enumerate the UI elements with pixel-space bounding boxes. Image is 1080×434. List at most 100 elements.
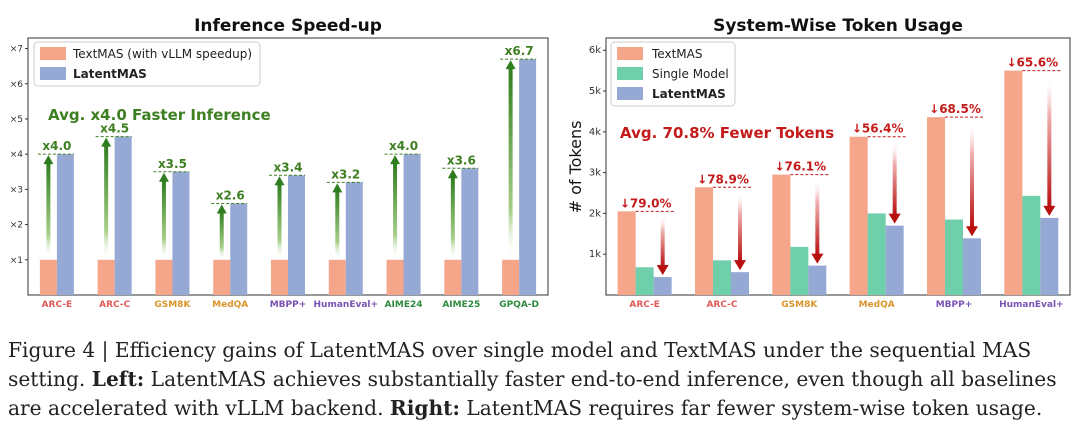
speedup-bar-latentmas — [172, 171, 190, 295]
speedup-arrow-shaft — [104, 144, 109, 260]
token-bar-latentmas — [963, 238, 981, 295]
token-bar-latentmas — [1040, 217, 1059, 295]
token-chart-title: System-Wise Token Usage — [713, 16, 963, 36]
speedup-bar-textmas — [328, 259, 346, 295]
token-bar-textmas — [1004, 70, 1023, 295]
speedup-arrow-head — [332, 183, 343, 193]
legend-swatch-textmas — [40, 47, 66, 60]
speedup-value-label: x3.4 — [274, 160, 303, 174]
token-usage-chart: System-Wise Token Usage # of Tokens ↓79.… — [566, 16, 1071, 310]
token-bar-single-model — [945, 219, 963, 295]
token-bar-textmas — [617, 211, 636, 295]
token-ytick-label: 3k — [589, 168, 601, 179]
token-bar-latentmas — [808, 265, 827, 295]
speedup-ytick-label: ×2 — [10, 221, 23, 231]
token-bar-textmas — [849, 136, 868, 295]
token-arrow-head — [966, 226, 978, 237]
speedup-value-label: x3.5 — [158, 157, 187, 171]
token-bar-textmas — [695, 187, 713, 295]
speedup-xtick-label: GPQA-D — [499, 300, 539, 310]
legend-swatch-single-model — [617, 67, 643, 80]
caption-line-2: setting. Left: LatentMAS achieves substa… — [8, 365, 1074, 394]
speedup-arrow-shaft — [450, 176, 455, 260]
legend-swatch-textmas-right — [617, 47, 643, 60]
token-bar-textmas — [927, 117, 945, 295]
speedup-bar-latentmas — [288, 175, 305, 295]
caption-line-3: are accelerated with vLLM backend. Right… — [8, 394, 1074, 423]
speedup-arrow-head — [216, 204, 227, 214]
speedup-chart-title: Inference Speed-up — [194, 16, 382, 36]
speedup-bar-latentmas — [461, 168, 479, 295]
figure-charts: Inference Speed-up x4.0 x4.5 x3.5 x2.6 x3.4 x… — [10, 16, 1071, 310]
speedup-xtick-label: AIME25 — [442, 300, 480, 310]
speedup-ytick-label: ×3 — [10, 185, 23, 195]
speedup-xtick-label: HumanEval+ — [314, 300, 379, 310]
token-arrow-shaft — [1047, 74, 1052, 208]
figure-caption: Figure 4 | Efficiency gains of LatentMAS… — [8, 336, 1074, 423]
token-arrow-head — [1043, 205, 1056, 216]
token-bar-textmas — [772, 174, 791, 295]
speedup-bar-textmas — [502, 259, 520, 295]
speedup-bar-latentmas — [519, 59, 537, 295]
speedup-ytick-label: ×1 — [10, 256, 23, 266]
legend-swatch-latentmas-right — [617, 87, 643, 100]
speedup-bar-latentmas — [114, 136, 132, 295]
token-arrow-head — [656, 265, 669, 276]
speedup-bar-textmas — [39, 259, 57, 295]
caption-left-label: Left: — [91, 367, 145, 391]
token-reduction-label: ↓78.9% — [697, 172, 749, 186]
speedup-value-label: x4.0 — [389, 139, 418, 153]
speedup-value-label: x4.0 — [42, 139, 71, 153]
speedup-bar-latentmas — [230, 203, 248, 295]
legend-label-latentmas: LatentMAS — [73, 67, 147, 81]
token-plot-frame — [605, 37, 1071, 296]
speedup-ytick-label: ×5 — [10, 115, 23, 125]
speedup-xtick-label: ARC-E — [42, 300, 73, 310]
speedup-arrow-head — [101, 137, 112, 147]
token-xtick-label: MBPP+ — [936, 300, 973, 310]
speedup-arrow-shaft — [161, 179, 166, 260]
token-bar-latentmas — [885, 225, 904, 295]
speedup-arrow-shaft — [277, 183, 282, 260]
speedup-bar-latentmas — [56, 154, 74, 295]
speedup-bar-textmas — [213, 259, 231, 295]
speedup-xtick-label: MedQA — [212, 300, 248, 310]
token-arrow-shaft — [970, 121, 974, 229]
token-bar-latentmas — [653, 277, 672, 295]
speedup-value-label: x3.2 — [331, 167, 360, 181]
token-xtick-label: HumanEval+ — [999, 300, 1064, 310]
speedup-ytick-label: ×7 — [10, 45, 23, 55]
legend-label-textmas-right: TextMAS — [651, 47, 702, 61]
legend-label-textmas: TextMAS (with vLLM speedup) — [72, 47, 252, 61]
caption-line-2-rest: LatentMAS achieves substantially faster … — [144, 367, 1057, 391]
speedup-value-label: x2.6 — [216, 188, 245, 202]
caption-line-3-rest: LatentMAS requires far fewer system-wise… — [459, 396, 1043, 420]
speedup-xtick-label: AIME24 — [385, 300, 423, 310]
speedup-value-label: x3.6 — [447, 153, 476, 167]
token-bar-latentmas — [731, 272, 749, 295]
speedup-xtick-label: MBPP+ — [270, 300, 307, 310]
legend-swatch-latentmas — [40, 67, 66, 80]
speedup-arrow-head — [390, 155, 401, 165]
speedup-legend — [33, 41, 261, 87]
speedup-value-label: x6.7 — [505, 44, 534, 58]
speedup-arrow-shaft — [335, 190, 340, 260]
speedup-arrow-shaft — [46, 162, 51, 260]
speedup-arrow-head — [43, 155, 54, 165]
speedup-bar-latentmas — [345, 182, 363, 295]
speedup-arrow-head — [505, 60, 516, 70]
token-reduction-label: ↓68.5% — [929, 102, 981, 116]
legend-label-latentmas-right: LatentMAS — [652, 87, 726, 101]
token-reduction-label: ↓76.1% — [774, 160, 826, 174]
speedup-annotation: Avg. x4.0 Faster Inference — [48, 106, 271, 124]
speedup-bar-textmas — [155, 259, 173, 295]
speedup-value-label: x4.5 — [100, 122, 129, 136]
token-annotation: Avg. 70.8% Fewer Tokens — [620, 124, 834, 142]
speedup-bar-latentmas — [403, 154, 421, 295]
token-ytick-label: 2k — [589, 208, 601, 219]
speedup-arrow-head — [158, 172, 169, 182]
speedup-bar-textmas — [97, 259, 115, 295]
speedup-bar-textmas — [386, 259, 404, 295]
token-bar-single-model — [713, 260, 731, 295]
speedup-bar-textmas — [271, 259, 288, 295]
